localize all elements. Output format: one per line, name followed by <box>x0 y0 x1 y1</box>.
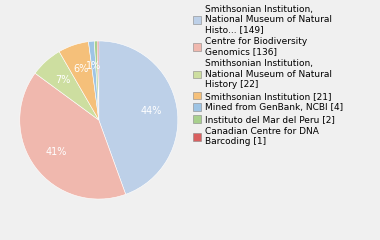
Wedge shape <box>20 73 126 199</box>
Wedge shape <box>35 52 99 120</box>
Legend: Smithsonian Institution,
National Museum of Natural
Histo... [149], Centre for B: Smithsonian Institution, National Museum… <box>193 5 343 146</box>
Text: 7%: 7% <box>55 75 71 85</box>
Wedge shape <box>94 41 99 120</box>
Text: 6%: 6% <box>74 64 89 74</box>
Text: 44%: 44% <box>141 106 162 116</box>
Wedge shape <box>99 41 178 194</box>
Text: 1%: 1% <box>86 61 101 72</box>
Text: 41%: 41% <box>45 147 66 157</box>
Wedge shape <box>89 41 99 120</box>
Wedge shape <box>97 41 99 120</box>
Wedge shape <box>59 42 99 120</box>
